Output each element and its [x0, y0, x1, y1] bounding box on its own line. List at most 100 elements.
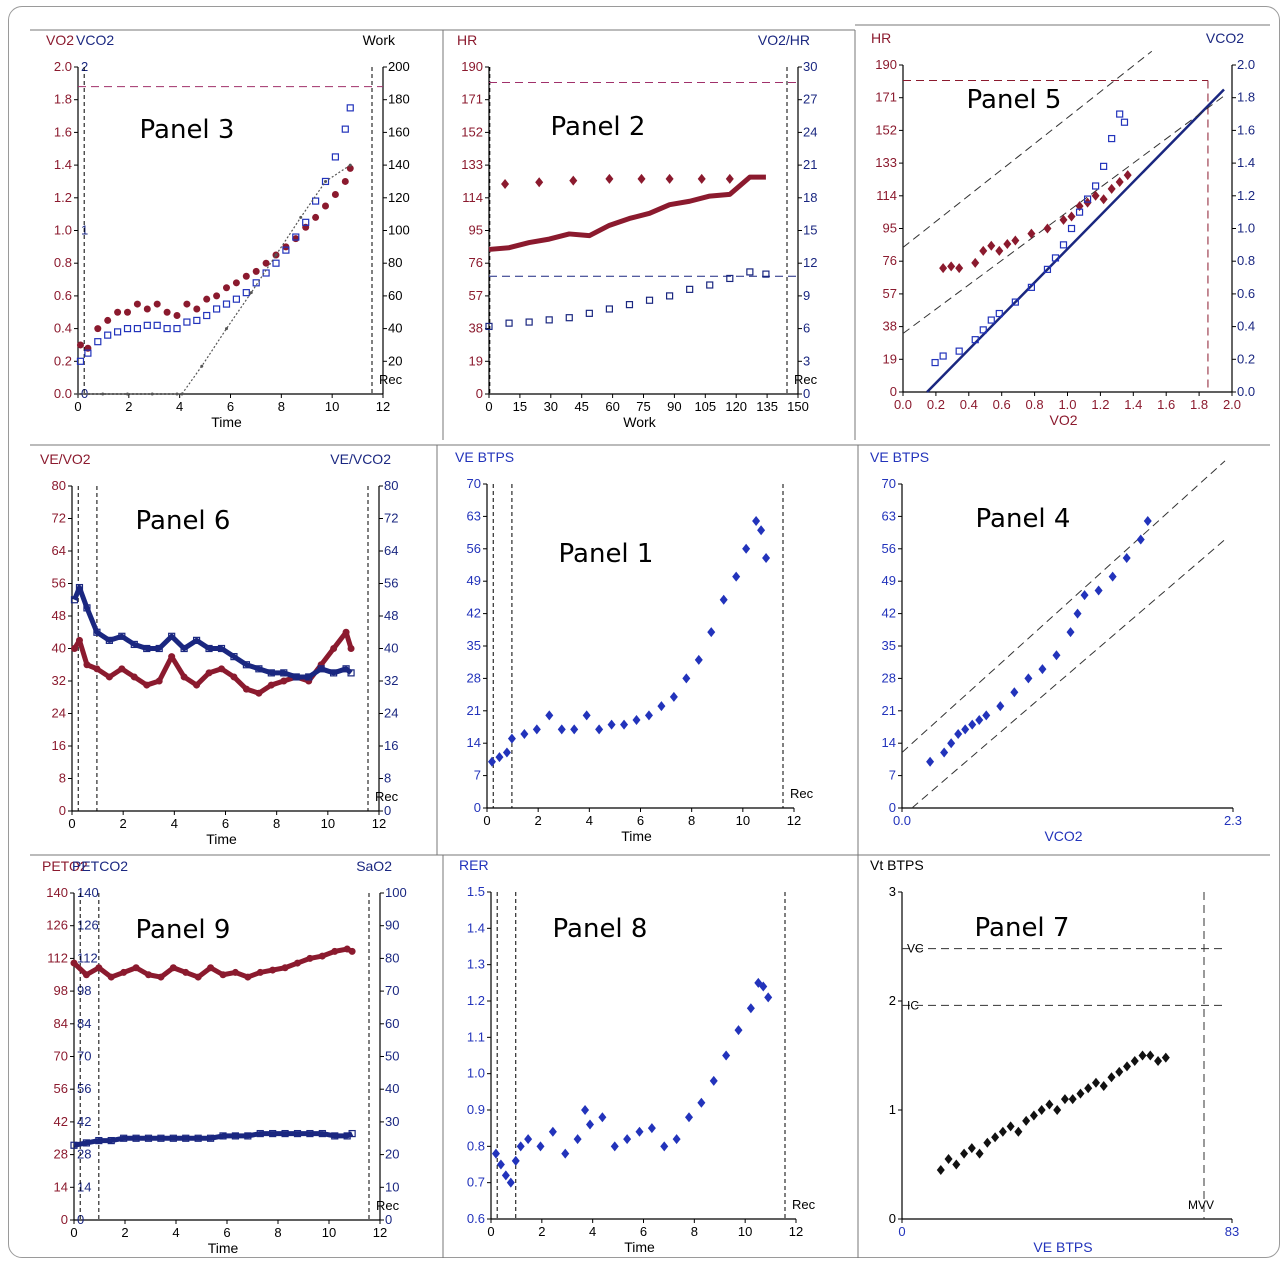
y-tick-label-right: 0.6 — [1237, 286, 1255, 301]
y-tick-label-right: 1.0 — [1237, 221, 1255, 236]
y-tick-label: 70 — [54, 1049, 68, 1064]
y-tick-label: 1.1 — [467, 1029, 485, 1044]
y-tick-label: 0 — [59, 803, 66, 818]
y-tick-label-right: 21 — [803, 157, 817, 172]
data-point — [1107, 183, 1116, 194]
data-point — [585, 309, 593, 317]
y-tick-label-right: 9 — [803, 288, 810, 303]
data-point — [302, 218, 310, 226]
x-tick-label: 0 — [70, 1225, 77, 1240]
data-point — [163, 308, 171, 316]
data-point — [93, 665, 101, 673]
y-axis-label-left: VO2 — [46, 32, 74, 48]
data-point — [987, 240, 996, 251]
data-point — [207, 964, 215, 972]
data-point — [205, 644, 213, 653]
y-tick-label-right: 24 — [384, 706, 398, 721]
data-point — [939, 352, 947, 360]
data-point — [143, 644, 151, 653]
x-tick-label: 0 — [487, 1224, 494, 1239]
y-tick-label-right: 140 — [388, 157, 410, 172]
data-point — [213, 292, 221, 300]
y-tick-label-right: 1.2 — [1237, 188, 1255, 203]
data-point — [944, 1154, 953, 1165]
data-point — [697, 1097, 706, 1108]
y-tick-label: 56 — [52, 576, 66, 591]
data-point — [573, 1134, 582, 1145]
y-tick-label-right: 2.0 — [1237, 57, 1255, 72]
data-point — [321, 177, 330, 186]
data-point — [719, 594, 728, 605]
data-point — [757, 525, 766, 536]
data-point — [306, 1129, 314, 1138]
data-point — [143, 681, 151, 689]
data-point — [84, 349, 92, 357]
vc-label: VC — [907, 942, 924, 956]
data-point — [218, 665, 225, 673]
data-point — [256, 1129, 264, 1138]
data-point — [330, 669, 338, 677]
data-point — [153, 300, 161, 308]
data-point — [505, 319, 513, 327]
y-tick-label: 0 — [476, 386, 483, 401]
data-point — [150, 392, 154, 396]
data-point — [193, 681, 201, 689]
data-point — [123, 325, 132, 333]
y-tick-label-right: 64 — [384, 543, 398, 558]
y-axis-label-right: VCO2 — [1206, 30, 1244, 46]
data-point — [223, 284, 230, 292]
ref-line-lower — [911, 539, 1226, 809]
x-tick-label: 0 — [898, 1224, 905, 1239]
data-point — [939, 263, 948, 274]
data-point — [331, 153, 339, 161]
data-point — [532, 724, 541, 735]
data-point — [936, 1164, 945, 1175]
data-point — [1010, 687, 1019, 698]
data-point — [657, 701, 666, 712]
x-axis-label: Time — [211, 414, 242, 430]
data-point — [645, 296, 654, 304]
x-tick-label: 150 — [787, 399, 809, 414]
y-tick-label: 1.4 — [467, 920, 485, 935]
y-tick-label: 1 — [889, 1102, 896, 1117]
data-point — [1006, 1121, 1015, 1132]
x-tick-label: 1.2 — [1091, 397, 1109, 412]
x-tick-label: 0.0 — [893, 813, 911, 828]
data-point — [501, 179, 510, 190]
data-point — [991, 1132, 1000, 1143]
y-tick-label: 76 — [469, 255, 483, 270]
y-axis-label-right: Work — [363, 32, 396, 48]
data-point — [242, 272, 250, 280]
data-point — [180, 673, 188, 681]
y-axis-label-left: Vt BTPS — [870, 857, 924, 873]
y-axis-label-right: VO2/HR — [758, 32, 810, 48]
x-tick-label: 10 — [736, 813, 750, 828]
data-point — [1067, 211, 1076, 222]
x-tick-label: 2 — [120, 816, 127, 831]
data-point — [347, 669, 355, 677]
data-point — [647, 1123, 656, 1134]
data-point — [516, 1141, 525, 1152]
y-tick-label-right: 0.2 — [1237, 351, 1255, 366]
data-point — [70, 596, 79, 604]
y-tick-label-right: 72 — [384, 511, 398, 526]
data-point — [70, 959, 78, 967]
y-tick-label-right: 48 — [384, 608, 398, 623]
y-tick-label: 38 — [883, 319, 897, 334]
x-tick-label: 6 — [223, 1225, 230, 1240]
rec-label: Rec — [376, 1198, 400, 1213]
figure-frame — [8, 6, 1280, 1258]
x-tick-label: 0.0 — [894, 397, 912, 412]
x-tick-label: 8 — [278, 399, 285, 414]
data-point — [118, 665, 126, 673]
x-tick-label: 30 — [544, 399, 558, 414]
data-point — [762, 553, 771, 564]
data-point — [70, 1141, 78, 1149]
data-point — [203, 311, 211, 320]
data-point — [669, 691, 678, 702]
y-tick-label: 190 — [875, 57, 897, 72]
panel-title: Panel 6 — [136, 506, 231, 536]
data-point — [183, 318, 191, 326]
data-point — [967, 1143, 976, 1154]
